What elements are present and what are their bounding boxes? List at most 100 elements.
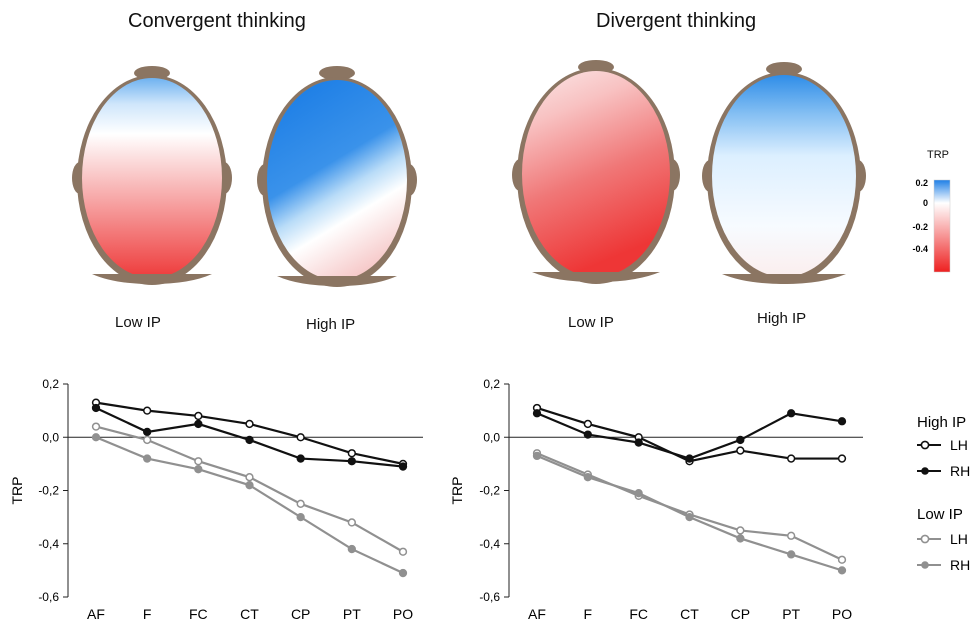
legend-low-rh-label: RH [950,557,970,573]
legend-high-ip-title: High IP [917,414,966,431]
series-line-high-ip-lh [95,401,404,465]
divergent-line-chart: 0,2 0,0 -0,2 -0,4 -0,6 AF F FC CT CP PT PO TRP [449,377,863,622]
point-low-ip-rh [245,481,254,490]
head-convergent-high-ip [257,66,417,287]
point-low-ip-lh [837,555,847,564]
point-low-ip-rh [837,566,847,575]
point-low-ip-rh [347,544,356,554]
point-low-ip-rh [91,433,101,442]
legend-low-ip-title: Low IP [917,506,963,523]
point-low-ip-lh [143,435,152,445]
y-tick-label: 0,2 [42,377,59,391]
x-tick-label: PO [832,606,852,622]
point-high-ip-rh [736,435,745,445]
x-tick-label: FC [629,606,648,622]
x-tick-label: PT [782,606,800,622]
point-low-ip-rh [787,550,796,559]
legend-high-lh-label: LH [950,437,968,453]
head-maps: 0.2 0 -0.2 -0.4 [72,60,951,287]
point-low-ip-lh [347,518,356,527]
label-div-low-ip: Low IP [568,314,614,331]
point-low-ip-rh [532,451,542,461]
legend: High IP LH RH Low IP LH RH [917,414,970,573]
x-tick-label: FC [189,606,208,622]
series-line-high-ip-lh [536,406,842,463]
legend-high-rh-label: RH [950,463,970,479]
y-tick-label: -0,2 [479,484,500,498]
colorbar: 0.2 0 -0.2 -0.4 [912,178,951,273]
point-high-ip-rh [532,409,542,418]
series-line-high-ip-rh [536,412,843,460]
series-line-low-ip-rh [95,436,404,575]
x-tick-label: AF [528,606,546,622]
legend-marker-low-rh [921,561,929,569]
x-tick-label: PO [393,606,413,622]
point-high-ip-rh [143,427,152,437]
point-low-ip-lh [194,457,203,466]
point-high-ip-rh [296,454,305,463]
x-tick-label: F [143,606,152,622]
x-tick-label: F [584,606,593,622]
point-high-ip-lh [143,406,152,415]
left-panel-title: Convergent thinking [128,10,306,32]
colorbar-tick: -0.4 [912,244,928,254]
y-tick-label: 0,0 [483,430,500,444]
point-high-ip-rh [583,430,592,439]
legend-marker-high-lh [920,440,930,450]
legend-marker-low-lh [920,534,930,544]
label-conv-high-ip: High IP [306,316,356,333]
point-low-ip-rh [194,465,203,474]
head-convergent-low-ip [72,66,232,285]
head-divergent-high-ip [702,62,866,284]
point-high-ip-lh [736,446,745,455]
label-div-high-ip: High IP [757,310,807,327]
point-low-ip-rh [583,473,592,482]
point-high-ip-rh [787,409,796,418]
point-low-ip-rh [685,512,694,522]
point-low-ip-rh [398,568,408,578]
point-high-ip-lh [245,419,254,429]
x-tick-label: CT [240,606,259,622]
right-panel-title: Divergent thinking [596,10,757,32]
point-high-ip-lh [787,454,796,463]
y-tick-label: -0,6 [38,590,59,604]
y-tick-label: -0,2 [38,484,59,498]
y-tick-label: -0,4 [479,537,500,551]
label-conv-low-ip: Low IP [115,314,161,331]
y-tick-label: 0,2 [483,377,500,391]
point-high-ip-lh [837,454,847,463]
y-tick-label: -0,4 [38,537,59,551]
point-high-ip-rh [685,454,694,463]
convergent-line-chart: 0,2 0,0 -0,2 -0,4 -0,6 AF F FC CT CP PT PO TRP [9,377,423,622]
point-high-ip-lh [583,419,592,429]
head-divergent-low-ip [512,60,680,284]
y-axis-label: TRP [9,477,25,505]
point-high-ip-rh [634,438,643,447]
colorbar-tick: 0.2 [915,178,928,188]
point-low-ip-rh [736,534,745,543]
colorbar-tick: 0 [923,198,928,208]
series-line-low-ip-lh [536,452,843,561]
point-low-ip-rh [296,512,305,522]
x-tick-label: PT [343,606,361,622]
legend-low-lh-label: LH [950,531,968,547]
x-tick-label: CP [291,606,310,622]
point-low-ip-rh [634,489,643,498]
point-high-ip-rh [245,435,254,445]
point-high-ip-rh [398,462,408,471]
point-low-ip-lh [245,473,254,482]
point-high-ip-lh [347,449,356,458]
point-high-ip-rh [347,457,356,466]
x-tick-label: CT [680,606,699,622]
point-high-ip-rh [837,417,847,426]
x-tick-label: CP [731,606,750,622]
legend-marker-high-rh [921,467,929,475]
colorbar-tick: -0.2 [912,222,928,232]
point-high-ip-rh [91,403,101,413]
y-axis-label: TRP [449,477,465,505]
point-low-ip-lh [736,526,745,535]
y-tick-label: -0,6 [479,590,500,604]
point-low-ip-lh [91,422,101,431]
point-low-ip-lh [398,547,408,556]
point-high-ip-rh [194,419,203,429]
